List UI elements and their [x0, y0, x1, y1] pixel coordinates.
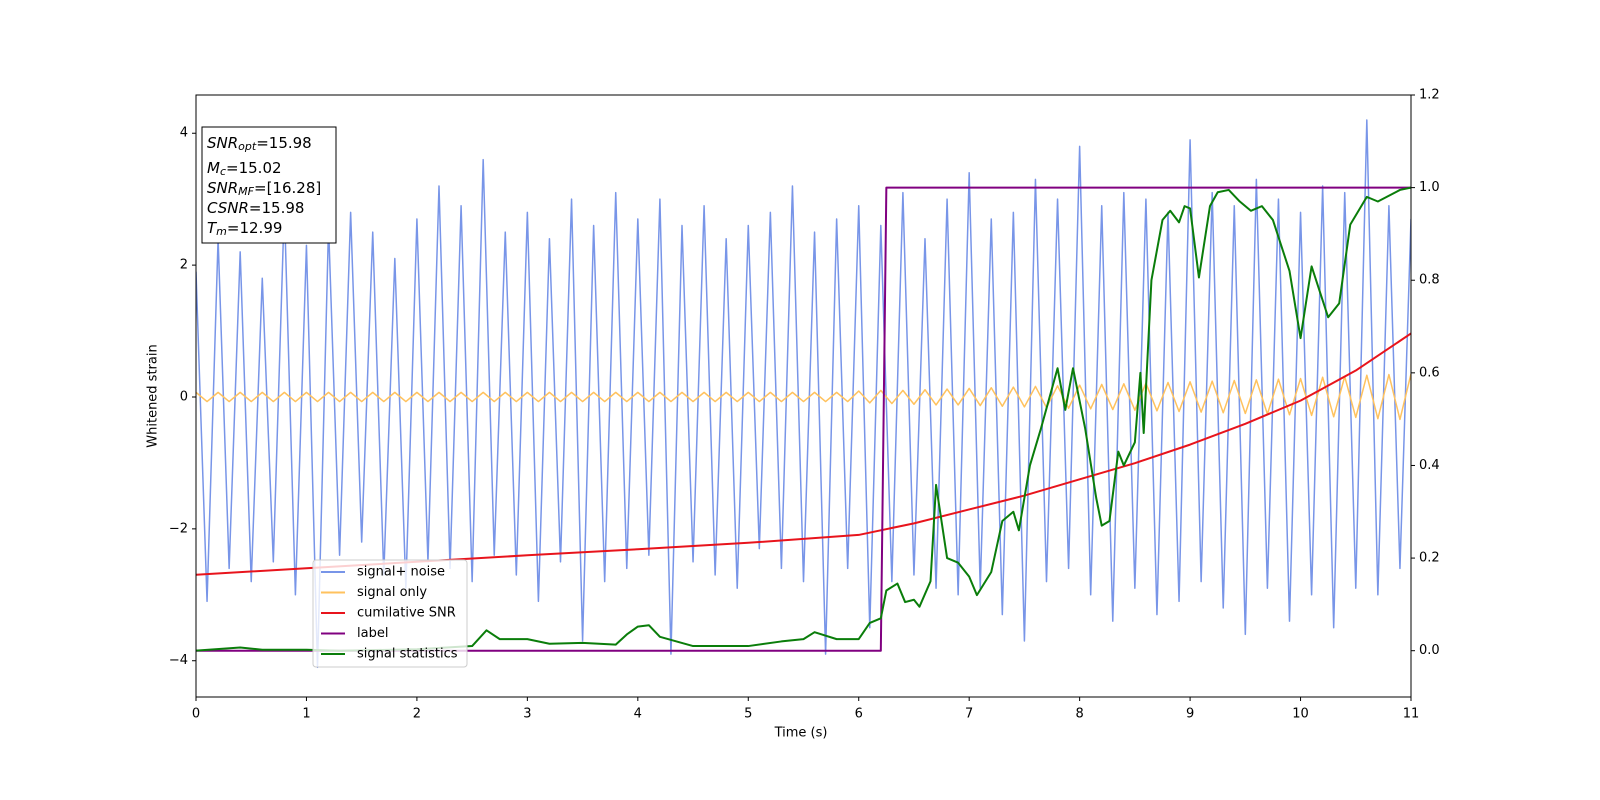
annotation-value: =15.98 [249, 199, 305, 217]
y2-tick-label: 0.2 [1419, 551, 1440, 566]
annotation-line: Mc=15.02 [207, 159, 282, 179]
y2-tick-label: 0.6 [1419, 365, 1440, 380]
x-tick-label: 4 [634, 707, 642, 722]
y2-tick-label: 0.4 [1419, 458, 1440, 473]
x-tick-label: 2 [413, 707, 421, 722]
annotation-line: SNRopt=15.98 [207, 134, 312, 154]
x-tick-label: 3 [523, 707, 531, 722]
y-tick-label: −2 [169, 521, 188, 536]
legend-label: signal only [357, 585, 427, 600]
y2-tick-label: 1.0 [1419, 180, 1440, 195]
annotation-value: =12.99 [227, 219, 283, 237]
annotation-value: =15.98 [256, 134, 312, 152]
x-tick-label: 0 [192, 707, 200, 722]
annotation-symbol: M [207, 159, 220, 177]
annotation-symbol: SNR [207, 134, 238, 152]
y2-tick-label: 0.8 [1419, 273, 1440, 288]
series-line [196, 186, 1411, 652]
y2-tick-label: 1.2 [1419, 88, 1440, 103]
annotation-value: =[16.28] [254, 179, 321, 197]
annotation-frame [201, 126, 337, 244]
x-tick-label: 9 [1186, 707, 1194, 722]
annotation-symbol: SNR [207, 179, 238, 197]
axes: 0 1 2 3 4 5 6 7 8 9 10 11 −4 −2 0 2 4 0.0 0.2 0.4 0.6 0.8 1.0 1… [169, 88, 1440, 722]
x-axis-label: Time (s) [774, 726, 828, 741]
x-tick-label: 1 [302, 707, 310, 722]
series-line [196, 332, 1411, 576]
annotation-symbol: CSNR [207, 199, 249, 217]
annotation-line: Tm=12.99 [207, 219, 282, 239]
x-tick-label: 6 [855, 707, 863, 722]
y-tick-label: 2 [180, 258, 188, 273]
plot-area [196, 119, 1411, 669]
annotation-subscript: MF [238, 185, 254, 198]
legend-label: signal statistics [357, 647, 458, 662]
annotation-subscript: m [216, 225, 227, 238]
legend-label: label [357, 626, 388, 641]
x-tick-label: 11 [1403, 707, 1420, 722]
x-tick-label: 7 [965, 707, 973, 722]
y-tick-label: 0 [180, 389, 188, 404]
annotation-line: SNRMF=[16.28] [207, 179, 321, 199]
series-line [196, 186, 1411, 652]
annotation-line: CSNR=15.98 [207, 199, 304, 217]
series-line [196, 119, 1411, 669]
annotation-value: =15.02 [226, 159, 282, 177]
legend-label: cumilative SNR [357, 606, 456, 621]
y-tick-label: 4 [180, 126, 188, 141]
x-tick-label: 8 [1075, 707, 1083, 722]
annotation-subscript: opt [238, 140, 257, 153]
legend: signal+ noise signal only cumilative SNR la… [312, 559, 468, 668]
y-axis-label: Whitened strain [146, 344, 161, 447]
annotation-symbol: T [207, 219, 218, 237]
axes-frame [195, 94, 1412, 698]
annotation-box: SNRopt=15.98Mc=15.02SNRMF=[16.28]CSNR=15… [201, 126, 337, 244]
y-tick-label: −4 [169, 653, 188, 668]
y2-tick-label: 0.0 [1419, 643, 1440, 658]
legend-box [312, 559, 468, 668]
x-tick-label: 10 [1292, 707, 1309, 722]
series-line [196, 373, 1411, 421]
annotation-subscript: c [220, 165, 226, 178]
legend-label: signal+ noise [357, 565, 445, 580]
x-tick-label: 5 [744, 707, 752, 722]
